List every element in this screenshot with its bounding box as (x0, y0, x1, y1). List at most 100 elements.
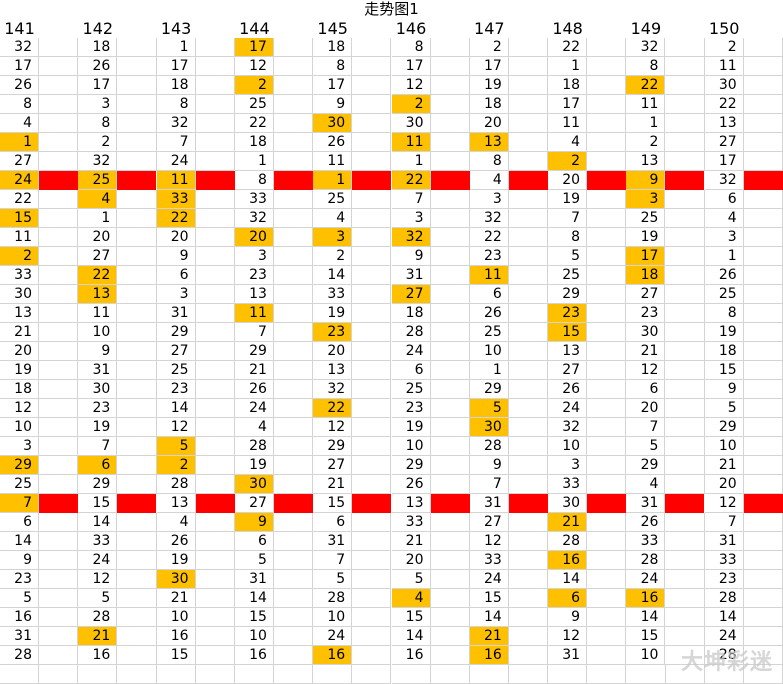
table-cell[interactable]: 22 (0, 190, 39, 209)
table-cell[interactable]: 20 (78, 228, 118, 247)
table-cell[interactable]: 21 (156, 589, 196, 608)
empty-cell[interactable] (352, 76, 392, 95)
empty-cell[interactable] (195, 95, 235, 114)
empty-cell[interactable] (39, 532, 79, 551)
empty-cell[interactable] (273, 475, 314, 494)
empty-cell[interactable] (587, 551, 627, 570)
table-cell[interactable]: 8 (548, 228, 588, 247)
table-cell[interactable]: 30 (469, 418, 509, 437)
empty-cell[interactable] (430, 266, 470, 285)
table-cell[interactable]: 16 (78, 646, 118, 665)
empty-cell[interactable] (508, 95, 549, 114)
empty-cell[interactable] (743, 608, 783, 627)
table-cell[interactable]: 19 (469, 76, 509, 95)
table-cell[interactable]: 24 (0, 171, 39, 190)
empty-cell[interactable] (117, 57, 157, 76)
table-cell[interactable]: 7 (704, 513, 744, 532)
empty-cell[interactable] (430, 190, 470, 209)
table-cell[interactable]: 22 (626, 76, 666, 95)
empty-cell[interactable] (352, 399, 392, 418)
table-cell[interactable]: 9 (548, 608, 588, 627)
table-cell[interactable]: 23 (234, 266, 274, 285)
table-cell[interactable]: 33 (0, 266, 39, 285)
table-cell[interactable]: 31 (704, 532, 744, 551)
empty-cell[interactable] (273, 627, 314, 646)
table-cell[interactable]: 1 (234, 152, 274, 171)
empty-cell[interactable] (743, 570, 783, 589)
table-cell[interactable]: 2 (548, 152, 588, 171)
empty-cell[interactable] (117, 266, 157, 285)
empty-cell[interactable] (273, 190, 314, 209)
table-cell[interactable]: 28 (234, 437, 274, 456)
empty-cell[interactable] (195, 551, 235, 570)
table-cell[interactable]: 33 (78, 532, 118, 551)
empty-cell[interactable] (743, 475, 783, 494)
empty-cell[interactable] (273, 133, 314, 152)
table-cell[interactable]: 3 (78, 95, 118, 114)
empty-cell[interactable] (743, 95, 783, 114)
empty-cell[interactable] (508, 76, 549, 95)
empty-cell[interactable] (352, 38, 392, 57)
table-cell[interactable]: 2 (234, 76, 274, 95)
table-cell[interactable]: 31 (234, 570, 274, 589)
empty-cell[interactable] (195, 76, 235, 95)
empty-cell[interactable] (587, 57, 627, 76)
table-cell[interactable]: 4 (156, 513, 196, 532)
empty-cell[interactable] (587, 532, 627, 551)
empty-cell[interactable] (508, 475, 549, 494)
table-cell[interactable]: 25 (234, 95, 274, 114)
table-cell[interactable]: 29 (78, 475, 118, 494)
table-cell[interactable]: 26 (234, 380, 274, 399)
table-cell[interactable]: 26 (313, 133, 353, 152)
empty-cell[interactable] (39, 646, 79, 665)
empty-cell[interactable] (352, 475, 392, 494)
empty-cell[interactable] (508, 304, 549, 323)
empty-cell[interactable] (273, 38, 314, 57)
empty-cell[interactable] (195, 38, 235, 57)
table-cell[interactable]: 17 (626, 247, 666, 266)
table-cell[interactable]: 10 (313, 608, 353, 627)
empty-cell[interactable] (39, 418, 79, 437)
empty-cell[interactable] (117, 380, 157, 399)
empty-cell[interactable] (665, 209, 705, 228)
table-cell[interactable]: 28 (704, 646, 744, 665)
empty-cell[interactable] (195, 247, 235, 266)
empty-cell[interactable] (587, 418, 627, 437)
table-cell[interactable]: 12 (626, 361, 666, 380)
table-cell[interactable]: 1 (704, 247, 744, 266)
empty-cell[interactable] (587, 304, 627, 323)
empty-cell[interactable] (665, 342, 705, 361)
empty-cell[interactable] (117, 627, 157, 646)
empty-cell[interactable] (273, 437, 314, 456)
table-cell[interactable]: 5 (469, 399, 509, 418)
table-cell[interactable]: 3 (548, 456, 588, 475)
table-cell[interactable]: 13 (548, 342, 588, 361)
table-cell[interactable]: 15 (469, 589, 509, 608)
empty-cell[interactable] (39, 342, 79, 361)
table-cell[interactable]: 14 (391, 627, 431, 646)
table-cell[interactable]: 31 (469, 494, 509, 513)
empty-cell[interactable] (665, 304, 705, 323)
table-cell[interactable]: 4 (78, 190, 118, 209)
empty-cell[interactable] (665, 646, 705, 665)
empty-cell[interactable] (117, 304, 157, 323)
table-cell[interactable]: 12 (313, 418, 353, 437)
table-cell[interactable]: 6 (391, 361, 431, 380)
table-cell[interactable]: 24 (626, 570, 666, 589)
empty-cell[interactable] (195, 285, 235, 304)
empty-cell[interactable] (743, 380, 783, 399)
table-cell[interactable]: 14 (548, 570, 588, 589)
table-cell[interactable]: 6 (704, 190, 744, 209)
table-cell[interactable]: 15 (626, 627, 666, 646)
table-cell[interactable]: 19 (548, 190, 588, 209)
table-cell[interactable]: 20 (626, 399, 666, 418)
empty-cell[interactable] (273, 342, 314, 361)
empty-cell[interactable] (743, 114, 783, 133)
table-cell[interactable]: 14 (626, 608, 666, 627)
empty-cell[interactable] (195, 475, 235, 494)
table-cell[interactable]: 14 (704, 608, 744, 627)
table-cell[interactable]: 20 (234, 228, 274, 247)
table-cell[interactable]: 19 (626, 228, 666, 247)
empty-cell[interactable] (352, 380, 392, 399)
table-cell[interactable]: 28 (704, 589, 744, 608)
